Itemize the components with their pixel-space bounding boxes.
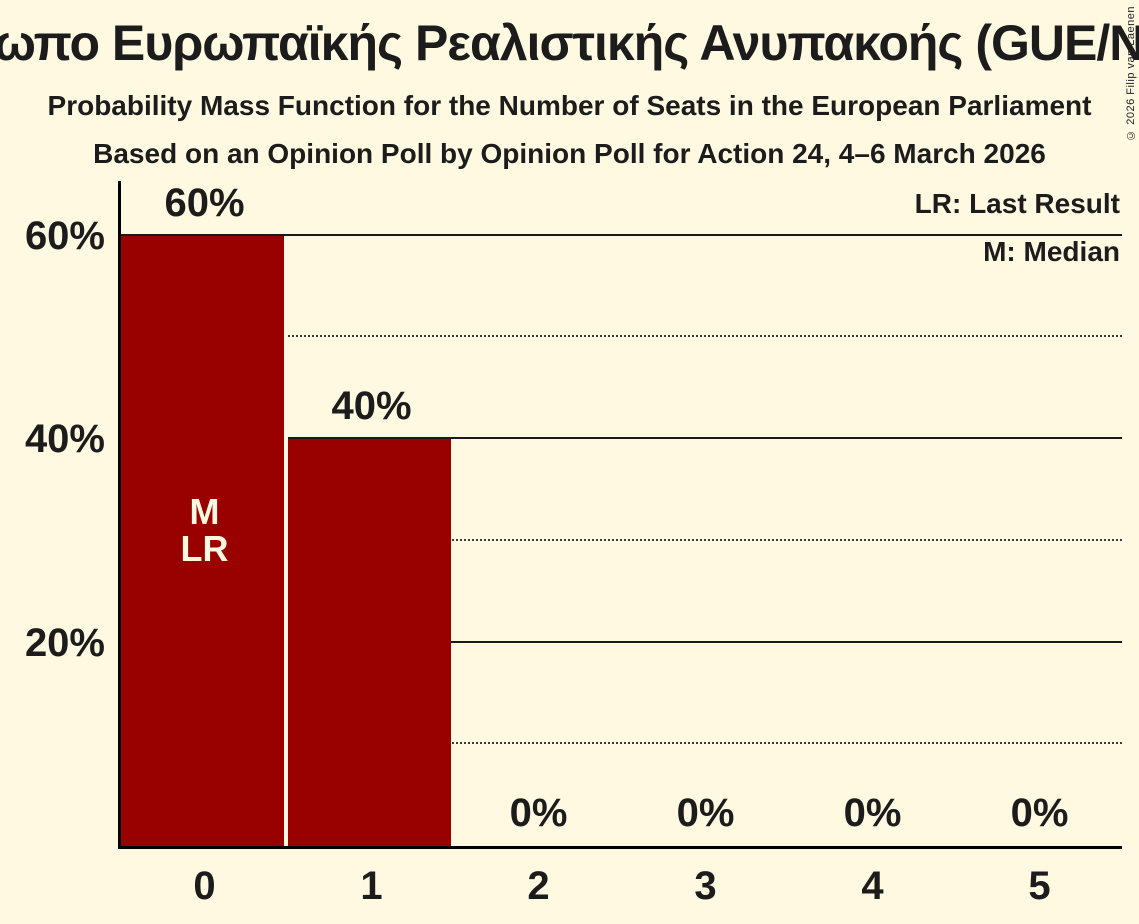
gridline-10pct (121, 742, 1122, 744)
y-tick-60: 60% (24, 214, 105, 258)
median-marker-label: M (189, 491, 220, 532)
x-tick-0: 0 (193, 864, 216, 908)
gridline-60pct (121, 234, 1122, 236)
x-tick-4: 4 (861, 864, 884, 908)
y-tick-20: 20% (24, 621, 105, 665)
x-tick-1: 1 (360, 864, 383, 908)
gridline-40pct (121, 437, 1122, 439)
bar-label-3: 0% (676, 791, 735, 835)
bar-label-4: 0% (843, 791, 902, 835)
page-title: Μέτωπο Ευρωπαϊκής Ρεαλιστικής Ανυπακοής … (0, 15, 1139, 71)
x-tick-2: 2 (527, 864, 550, 908)
y-tick-40: 40% (24, 417, 105, 461)
bar-1-seat (288, 439, 451, 846)
plot-area: 60% 40% 20% LR: Last Result M: Median 60… (25, 181, 1122, 908)
gridline-20pct (121, 641, 1122, 643)
bar-label-5: 0% (1010, 791, 1069, 835)
copyright-notice: © 2026 Filip van Laenen (1125, 6, 1137, 141)
x-tick-5: 5 (1028, 864, 1051, 908)
last-result-marker-label: LR (180, 528, 229, 569)
bar-0-seats (121, 236, 288, 846)
bar-label-2: 0% (509, 791, 568, 835)
x-tick-3: 3 (694, 864, 717, 908)
gridline-50pct (121, 335, 1122, 337)
median-last-result-annotation: M LR (121, 493, 288, 567)
legend-median: M: Median (983, 236, 1120, 267)
bar-label-0: 60% (164, 181, 245, 225)
subtitle-poll: Based on an Opinion Poll by Opinion Poll… (93, 138, 1046, 169)
bar-label-1: 40% (331, 384, 412, 428)
subtitle-pmf: Probability Mass Function for the Number… (47, 90, 1092, 121)
legend-last-result: LR: Last Result (914, 188, 1120, 219)
gridline-30pct (121, 539, 1122, 541)
